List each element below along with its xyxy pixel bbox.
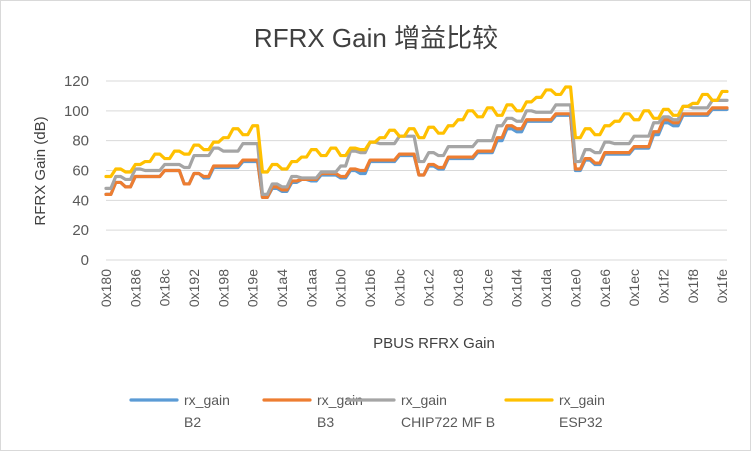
legend-label-line1: rx_gain — [184, 392, 230, 408]
x-tick-label: 0x1e0 — [567, 269, 583, 307]
legend-label-line2: B3 — [317, 414, 334, 430]
y-tick-label: 80 — [72, 133, 89, 150]
legend-item-2: rx_gain B3 — [262, 392, 363, 430]
x-tick-label: 0x1b6 — [362, 269, 378, 307]
x-tick-label: 0x192 — [186, 269, 202, 307]
x-tick-label: 0x18c — [157, 269, 173, 306]
x-tick-label: 0x1f8 — [685, 269, 701, 303]
legend-label-line1: rx_gain — [401, 392, 447, 408]
y-tick-label: 20 — [72, 222, 89, 239]
series-layer — [104, 85, 729, 199]
y-tick-labels: 0 20 40 60 80 100 120 — [64, 73, 89, 269]
y-tick-label: 40 — [72, 192, 89, 209]
x-tick-label: 0x1da — [538, 269, 554, 307]
series-line-2 — [104, 106, 729, 199]
x-tick-label: 0x186 — [127, 269, 143, 307]
legend-item-4: rx_gain ESP32 — [504, 392, 605, 430]
legend-label-line1: rx_gain — [559, 392, 605, 408]
legend-label-line2: B2 — [184, 414, 201, 430]
y-tick-label: 0 — [81, 252, 89, 269]
x-tick-label: 0x19e — [245, 269, 261, 307]
y-tick-label: 100 — [64, 103, 89, 120]
series-line-3 — [104, 98, 729, 196]
y-axis-title: RFRX Gain (dB) — [32, 116, 49, 225]
y-tick-label: 120 — [64, 73, 89, 90]
x-tick-label: 0x1d4 — [509, 269, 525, 307]
legend-label-line2: ESP32 — [559, 414, 603, 430]
legend-label-line2: CHIP722 MF B — [401, 414, 495, 430]
x-tick-label: 0x1c2 — [421, 269, 437, 307]
x-tick-labels: 0x180 0x186 0x18c 0x192 0x198 0x19e 0x1a4 0x1aa… — [98, 269, 730, 307]
series-line-4 — [104, 85, 729, 179]
x-tick-label: 0x1c8 — [450, 269, 466, 307]
legend-label-line1: rx_gain — [317, 392, 363, 408]
x-tick-label: 0x1f2 — [655, 269, 671, 303]
x-tick-label: 0x1aa — [303, 269, 319, 307]
x-tick-label: 0x1b0 — [333, 269, 349, 307]
x-tick-label: 0x180 — [98, 269, 114, 307]
x-tick-label: 0x1e6 — [597, 269, 613, 307]
x-tick-label: 0x198 — [215, 269, 231, 307]
x-tick-label: 0x1ec — [626, 269, 642, 306]
x-tick-label: 0x1ce — [479, 269, 495, 307]
x-tick-label: 0x1a4 — [274, 269, 290, 307]
legend-item-1: rx_gain B2 — [129, 392, 230, 430]
y-tick-label: 60 — [72, 163, 89, 180]
chart-title: RFRX Gain 增益比较 — [254, 23, 498, 53]
x-axis-title: PBUS RFRX Gain — [373, 335, 495, 352]
legend-item-3: rx_gain CHIP722 MF B — [346, 392, 495, 430]
x-tick-label: 0x1fe — [714, 269, 730, 303]
x-tick-label: 0x1bc — [391, 269, 407, 306]
